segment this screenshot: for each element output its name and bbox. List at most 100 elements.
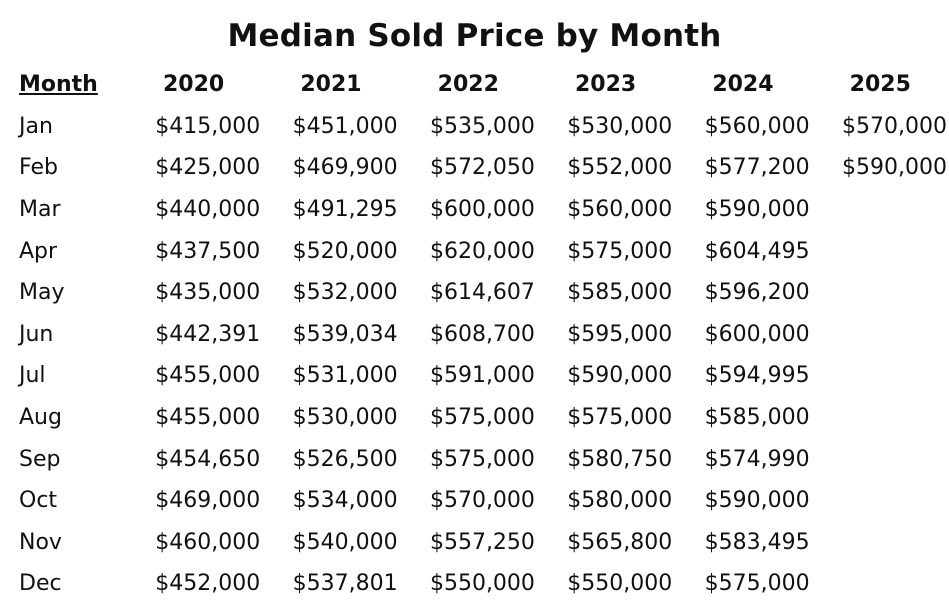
price-cell: $537,801 [292,571,398,597]
price-cell [812,355,949,397]
price-cell: $575,000 [429,405,535,431]
price-cell: $574,990 [704,446,810,472]
price-cell: $570,000 [429,488,535,514]
price-cell: $425,000 [155,155,261,181]
price-cell: $577,200 [704,155,810,181]
column-header-year: 2020 [163,72,225,98]
table-row: Apr $437,500 $520,000 $620,000 $575,000 $604,… [12,230,949,272]
price-cell: $435,000 [155,280,261,306]
price-cell: $531,000 [292,363,398,389]
column-header-year: 2025 [849,72,911,98]
price-cell: $437,500 [155,238,261,264]
price-cell [812,397,949,439]
table-row: Sep $454,650 $526,500 $575,000 $580,750 $574,… [12,438,949,480]
price-cell: $594,995 [704,363,810,389]
month-label: Apr [19,238,58,264]
price-cell: $620,000 [429,238,535,264]
column-header-year: 2022 [437,72,499,98]
price-cell: $580,750 [567,446,673,472]
price-cell: $451,000 [292,113,398,139]
price-cell: $590,000 [567,363,673,389]
month-label: Jan [19,113,53,139]
price-cell: $455,000 [155,363,261,389]
price-cell: $532,000 [292,280,398,306]
price-cell: $575,000 [567,405,673,431]
price-cell [812,438,949,480]
table-row: Jul $455,000 $531,000 $591,000 $590,000 $594,… [12,355,949,397]
month-label: Aug [19,405,62,431]
table-row: Aug $455,000 $530,000 $575,000 $575,000 $585,… [12,397,949,439]
price-cell: $575,000 [567,238,673,264]
price-cell: $570,000 [842,113,947,139]
table-row: Jun $442,391 $539,034 $608,700 $595,000 $600,… [12,314,949,356]
price-cell: $590,000 [704,488,810,514]
price-cell: $590,000 [842,155,947,181]
month-label: Mar [19,197,61,223]
price-cell [812,189,949,231]
month-label: Oct [19,488,58,514]
column-header-year: 2021 [300,72,362,98]
price-cell: $575,000 [704,571,810,597]
price-cell: $585,000 [567,280,673,306]
price-cell: $415,000 [155,113,261,139]
price-cell: $557,250 [429,529,535,555]
table-row: Oct $469,000 $534,000 $570,000 $580,000 $590,… [12,480,949,522]
price-cell [812,230,949,272]
price-cell: $608,700 [429,321,535,347]
price-cell: $491,295 [292,197,398,223]
price-cell [812,314,949,356]
month-label: Jul [19,363,46,389]
price-cell: $469,900 [292,155,398,181]
price-cell [812,272,949,314]
month-label: Dec [19,571,62,597]
price-cell: $552,000 [567,155,673,181]
table-body: Jan $415,000 $451,000 $535,000 $530,000 $560,… [12,106,949,605]
price-cell: $595,000 [567,321,673,347]
price-cell: $585,000 [704,405,810,431]
price-cell: $591,000 [429,363,535,389]
price-cell [812,563,949,605]
table-row: Dec $452,000 $537,801 $550,000 $550,000 $575,… [12,563,949,605]
chart-title: Median Sold Price by Month [227,18,722,54]
month-label: Nov [19,529,62,555]
price-cell: $535,000 [429,113,535,139]
price-cell: $583,495 [704,529,810,555]
month-label: May [19,280,65,306]
price-cell: $534,000 [292,488,398,514]
price-cell: $452,000 [155,571,261,597]
column-header-month: Month [19,72,98,98]
price-cell: $600,000 [704,321,810,347]
month-label: Feb [19,155,58,181]
table-row: Mar $440,000 $491,295 $600,000 $560,000 $590,… [12,189,949,231]
price-cell: $442,391 [155,321,261,347]
price-cell: $572,050 [429,155,535,181]
price-cell: $565,800 [567,529,673,555]
price-cell: $575,000 [429,446,535,472]
price-cell: $526,500 [292,446,398,472]
price-cell: $469,000 [155,488,261,514]
price-cell [812,522,949,564]
month-label: Sep [19,446,61,472]
column-header-year: 2023 [574,72,637,98]
median-price-table: Month 2020 2021 2022 2023 2024 2025 Jan $415,00… [12,64,949,605]
price-cell: $560,000 [567,197,673,223]
price-cell: $539,034 [292,321,398,347]
price-cell: $604,495 [704,238,810,264]
table-row: May $435,000 $532,000 $614,607 $585,000 $596,… [12,272,949,314]
price-cell: $596,200 [704,280,810,306]
table-row: Nov $460,000 $540,000 $557,250 $565,800 $583,… [12,522,949,564]
table-header-row: Month 2020 2021 2022 2023 2024 2025 [12,64,949,106]
price-cell: $530,000 [567,113,673,139]
price-cell: $590,000 [704,197,810,223]
price-cell: $440,000 [155,197,261,223]
month-label: Jun [19,321,54,347]
table-row: Jan $415,000 $451,000 $535,000 $530,000 $560,… [12,106,949,148]
price-cell: $614,607 [429,280,535,306]
price-cell: $530,000 [292,405,398,431]
price-cell: $550,000 [429,571,535,597]
price-cell: $580,000 [567,488,673,514]
price-cell: $520,000 [292,238,398,264]
price-cell: $455,000 [155,405,261,431]
price-cell: $540,000 [292,529,398,555]
price-cell: $550,000 [567,571,673,597]
